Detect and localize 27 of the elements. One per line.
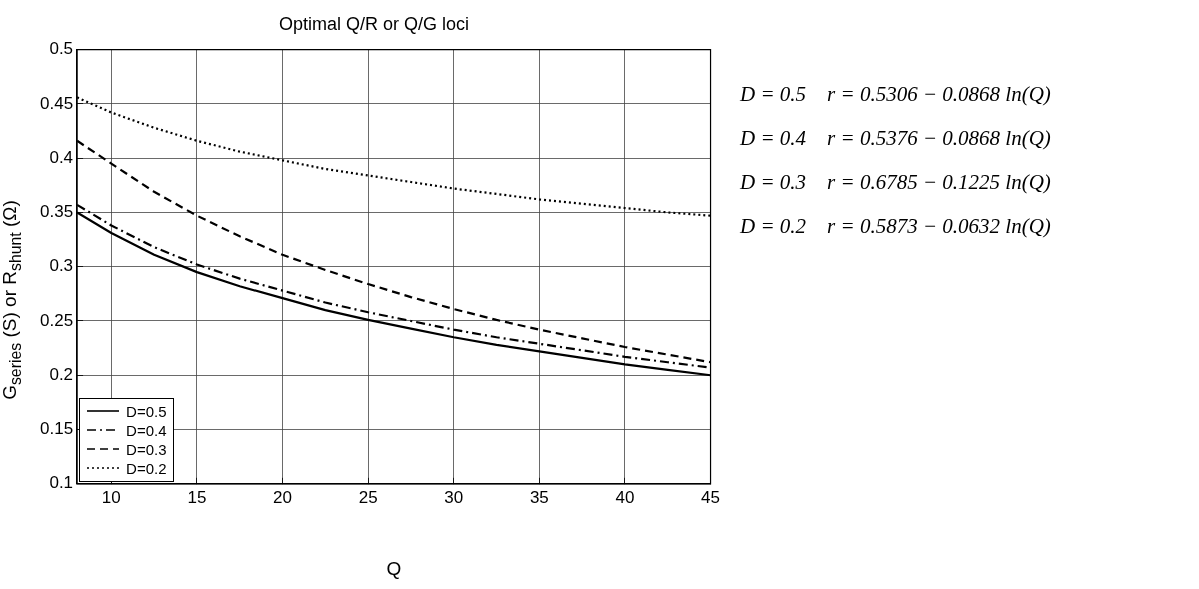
x-tick-label: 25 <box>358 487 378 507</box>
y-tick-label: 0.2 <box>49 364 74 384</box>
x-tick-label: 20 <box>273 487 292 507</box>
x-tick-label: 15 <box>187 487 207 507</box>
text: D = 0.5 r = 0.5306 − 0.0868 ln(Q) <box>740 81 1051 108</box>
text: D = 0.3 r = 0.6785 − 0.1225 ln(Q) <box>740 169 1051 196</box>
y-tick-label: 0.15 <box>39 419 74 439</box>
x-tick-label: 45 <box>701 487 721 507</box>
y-tick-label: 0.35 <box>39 202 74 222</box>
y-tick-label: 0.4 <box>49 147 74 167</box>
x-axis-title: Q <box>386 557 402 579</box>
x-tick-label: 10 <box>101 487 121 507</box>
text: D = 0.2 r = 0.5873 − 0.0632 ln(Q) <box>740 213 1051 240</box>
legend-label: D=0.2 <box>126 459 167 477</box>
legend-label: D=0.4 <box>126 421 167 439</box>
x-tick-label: 30 <box>444 487 464 507</box>
y-tick-label: 0.1 <box>49 473 74 493</box>
y-tick-label: 0.3 <box>49 256 74 276</box>
legend-label: D=0.3 <box>126 440 167 458</box>
y-tick-label: 0.45 <box>39 93 74 113</box>
x-tick-label: 40 <box>615 487 635 507</box>
y-tick-label: 0.25 <box>39 310 74 330</box>
text: D = 0.4 r = 0.5376 − 0.0868 ln(Q) <box>740 125 1051 152</box>
legend-label: D=0.5 <box>126 402 167 420</box>
x-tick-label: 35 <box>529 487 549 507</box>
chart-title: Optimal Q/R or Q/G loci <box>278 13 470 34</box>
y-tick-label: 0.5 <box>49 39 74 59</box>
